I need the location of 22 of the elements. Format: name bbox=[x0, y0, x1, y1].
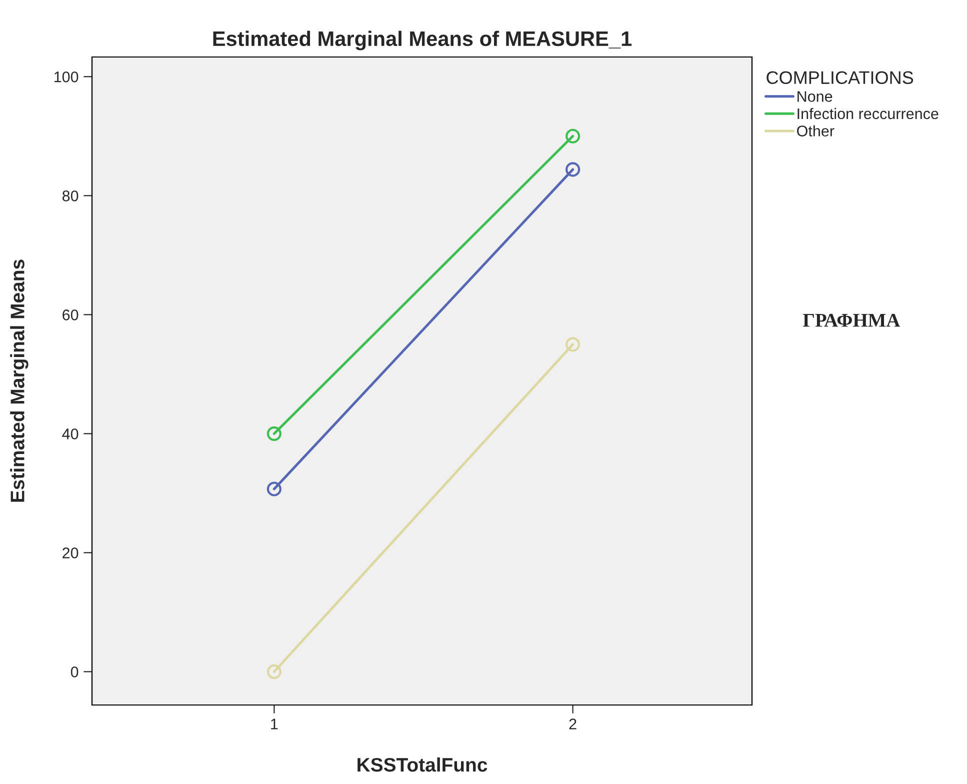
point bbox=[566, 337, 580, 352]
x-tick-label: 2 bbox=[569, 718, 576, 730]
legend-label: Other bbox=[797, 125, 834, 136]
x-axis-title: KSSTotalFunc bbox=[358, 757, 488, 772]
point bbox=[266, 426, 282, 441]
legend-label: Infection reccurrence bbox=[798, 108, 938, 120]
point bbox=[266, 482, 282, 496]
chart-title: Estimated Marginal Means of MEASURE_1 bbox=[213, 30, 632, 50]
point bbox=[566, 128, 580, 144]
y-tick-label: 40 bbox=[62, 428, 78, 440]
y-tick-label: 100 bbox=[54, 72, 78, 82]
x-tick-label: 1 bbox=[271, 718, 278, 730]
point bbox=[266, 664, 282, 679]
legend-title: COMPLICATIONS bbox=[766, 71, 914, 84]
y-tick-label: 80 bbox=[62, 190, 78, 202]
legend-label: None bbox=[798, 91, 832, 102]
y-tick-label: 0 bbox=[70, 666, 78, 678]
point bbox=[566, 162, 580, 177]
y-tick-label: 60 bbox=[62, 310, 78, 320]
y-axis-title: Estimated Marginal Means bbox=[10, 260, 28, 502]
text: ΓΡΑΦΗΜΑ bbox=[802, 314, 900, 327]
y-tick-label: 20 bbox=[62, 548, 78, 558]
